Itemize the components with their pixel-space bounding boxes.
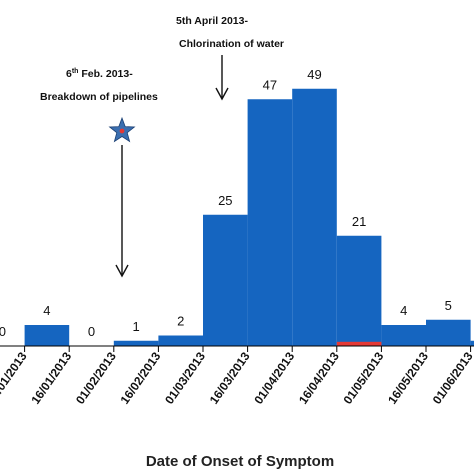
x-tick-label: 01/05/2013 <box>341 349 387 406</box>
bar-value-label: 4 <box>400 303 407 318</box>
pipelines-arrow-head <box>115 264 129 278</box>
pipelines-annotation-text: Breakdown of pipelines <box>40 91 158 103</box>
bar-labels-group: 0 4 0 1 2 25 47 49 21 4 5 <box>0 67 452 339</box>
bar-value-label: 1 <box>132 319 139 334</box>
bar-6 <box>247 99 293 346</box>
x-ticks-group: 01/01/201316/01/201301/02/201316/02/2013… <box>0 346 474 407</box>
bar-3 <box>113 340 159 346</box>
x-tick-label: 01/01/2013 <box>0 349 30 406</box>
bar-value-label: 49 <box>307 67 321 82</box>
x-tick-label: 01/04/2013 <box>251 349 297 406</box>
bar-9 <box>381 325 426 346</box>
bar-8 <box>336 235 382 346</box>
x-tick-label: 01/02/2013 <box>73 349 119 406</box>
bar-value-label: 21 <box>352 214 366 229</box>
bar-11 <box>470 340 474 346</box>
highlight-segment <box>336 341 382 346</box>
x-tick-label: 01/03/2013 <box>162 349 208 406</box>
bar-7 <box>292 88 337 346</box>
star-center-dot <box>119 128 125 134</box>
chlorination-annotation-text: Chlorination of water <box>179 38 284 50</box>
x-tick-label: 16/02/2013 <box>118 349 164 406</box>
bar-10 <box>426 319 471 346</box>
x-axis-title: Date of Onset of Symptom <box>146 453 334 470</box>
bar-1 <box>24 325 70 346</box>
bar-4 <box>158 335 203 346</box>
bar-value-label: 0 <box>0 324 6 339</box>
bar-value-label: 5 <box>445 298 452 313</box>
x-tick-label: 16/01/2013 <box>28 349 74 406</box>
bar-value-label: 47 <box>263 77 277 92</box>
x-tick-label: 16/03/2013 <box>207 349 253 406</box>
pipelines-annotation-date: 6th Feb. 2013- <box>66 68 133 80</box>
bar-value-label: 0 <box>88 324 95 339</box>
chlorination-arrow-head <box>215 87 229 101</box>
x-tick-label: 16/04/2013 <box>296 349 342 406</box>
chlorination-annotation-date: 5th April 2013- <box>176 15 248 27</box>
bar-value-label: 2 <box>177 314 184 329</box>
x-tick-label: 01/06/2013 <box>430 349 474 406</box>
bar-value-label: 25 <box>218 193 232 208</box>
bar-value-label: 4 <box>43 303 50 318</box>
x-tick-label: 16/05/2013 <box>385 349 431 406</box>
bar-5 <box>203 214 248 346</box>
bars-group <box>24 88 474 346</box>
